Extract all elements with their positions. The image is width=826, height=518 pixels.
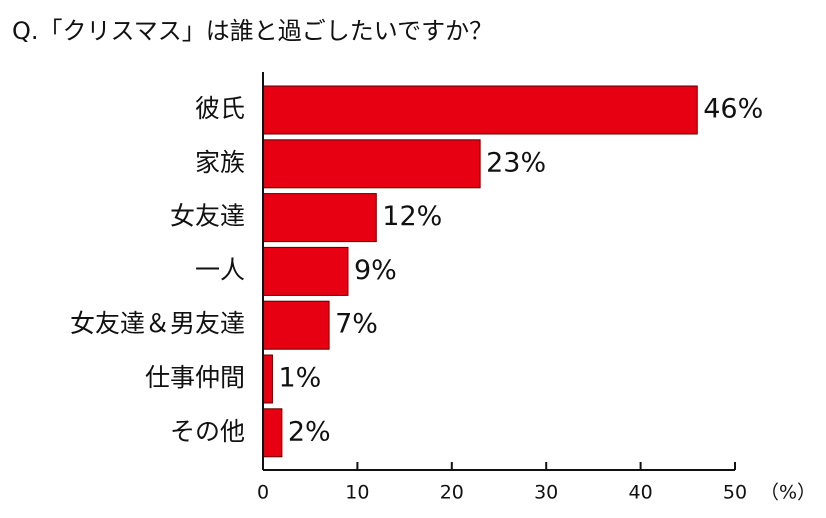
x-tick-label: 10 — [345, 482, 369, 504]
bar — [262, 193, 377, 243]
chart-title: Q.「クリスマス」は誰と過ごしたいですか？ — [12, 17, 493, 45]
y-tick-label: その他 — [170, 417, 245, 446]
x-unit: （%） — [760, 482, 816, 504]
bar — [262, 85, 698, 135]
bar — [262, 408, 283, 458]
y-tick-label: 一人 — [195, 255, 245, 284]
value-label: 23% — [486, 147, 546, 178]
value-label: 12% — [382, 201, 442, 232]
y-tick-label: 仕事仲間 — [145, 363, 245, 392]
y-tick-label: 女友達＆男友達 — [70, 309, 245, 338]
y-tick-label: 女友達 — [170, 202, 245, 231]
bar — [262, 300, 330, 350]
bar — [262, 354, 273, 404]
bar — [262, 139, 481, 189]
bar — [262, 246, 349, 296]
value-label: 9% — [354, 255, 397, 286]
x-tick-label: 0 — [257, 482, 269, 504]
x-tick-label: 20 — [440, 482, 464, 504]
x-tick-label: 40 — [629, 482, 653, 504]
value-label: 2% — [288, 416, 331, 447]
x-tick-label: 50 — [723, 482, 747, 504]
y-tick-label: 家族 — [195, 148, 245, 177]
value-label: 1% — [278, 363, 321, 394]
y-tick-label: 彼氏 — [195, 94, 245, 123]
value-label: 7% — [335, 309, 378, 340]
value-label: 46% — [703, 94, 763, 125]
x-tick-label: 30 — [534, 482, 558, 504]
